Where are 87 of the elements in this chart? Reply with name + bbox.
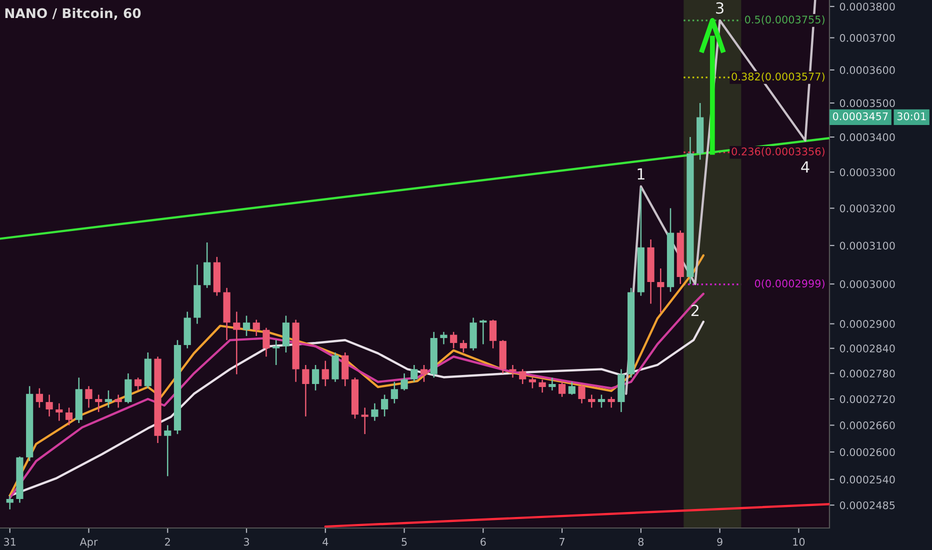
- candlestick: [420, 364, 428, 383]
- candlestick: [6, 495, 14, 510]
- candlestick: [332, 352, 339, 383]
- candlestick: [312, 364, 320, 392]
- candlestick: [588, 394, 596, 408]
- candlestick: [302, 364, 310, 418]
- candlestick: [95, 394, 102, 413]
- y-tick-label: 0.0003000: [840, 280, 895, 288]
- x-tick-label: 7: [560, 538, 564, 546]
- candlestick: [56, 402, 63, 422]
- annotation: 1: [638, 168, 644, 180]
- y-tick-label: 0.0002660: [840, 421, 895, 430]
- candlestick: [262, 327, 270, 358]
- candlestick: [46, 394, 53, 418]
- x-tick-label: 10: [793, 538, 805, 546]
- y-tick-label: 0.0003200: [840, 204, 895, 212]
- candlestick: [440, 331, 448, 345]
- y-tick-label: 0.0002540: [840, 476, 895, 484]
- y-tick-label: 0.0002900: [840, 320, 895, 328]
- x-tick-label: 31: [4, 538, 16, 546]
- candlestick: [65, 407, 73, 426]
- y-tick-label: 0.0003600: [840, 66, 895, 74]
- candlestick: [381, 394, 388, 418]
- candlestick: [509, 364, 516, 378]
- candlestick: [558, 381, 566, 398]
- candlestick: [578, 383, 586, 404]
- candlestick: [657, 268, 664, 314]
- x-tick-label: 9: [717, 538, 722, 546]
- annotation: 2: [691, 304, 698, 316]
- text: 0.0003457: [832, 112, 888, 120]
- x-tick-label: 3: [244, 538, 249, 546]
- candlestick: [36, 388, 43, 408]
- x-tick-label: 2: [165, 538, 170, 546]
- text: NANO / Bitcoin, 60: [5, 8, 141, 20]
- ref-line-label: 0(0.0002999): [754, 279, 824, 289]
- y-tick-label: 0.0002780: [840, 370, 895, 378]
- text: 30:01: [897, 112, 926, 120]
- candlestick: [568, 381, 576, 396]
- y-tick-label: 0.0003300: [840, 168, 895, 176]
- candlestick: [272, 339, 280, 366]
- candlestick: [134, 377, 142, 392]
- candlestick: [342, 352, 349, 387]
- candlestick: [538, 379, 546, 394]
- candlestick: [361, 407, 368, 435]
- candlestick: [410, 364, 418, 383]
- candlestick: [548, 377, 556, 392]
- x-tick-label: 8: [638, 538, 644, 546]
- candlestick: [164, 424, 172, 477]
- candlestick: [450, 331, 458, 349]
- y-tick-label: 0.0002840: [840, 344, 895, 352]
- ref-line-label: 0.5(0.0003755): [744, 15, 824, 25]
- annotation: 4: [801, 161, 810, 172]
- candlestick: [85, 386, 92, 408]
- x-tick-label: Apr: [80, 538, 98, 548]
- y-tick-label: 0.0002720: [840, 395, 895, 404]
- y-tick-label: 0.0003800: [840, 2, 895, 11]
- candlestick: [598, 394, 606, 408]
- ref-line-label: 0.382(0.0003577): [732, 72, 824, 82]
- candlestick: [400, 372, 408, 392]
- candlestick: [608, 396, 615, 408]
- x-tick-label: 5: [402, 538, 407, 546]
- candlestick: [371, 402, 378, 422]
- candlestick: [528, 377, 536, 389]
- candlestick: [114, 394, 122, 408]
- y-tick-label: 0.0003400: [840, 133, 895, 142]
- candlestick: [104, 390, 112, 408]
- candlestick: [252, 319, 260, 337]
- candlestick: [322, 360, 329, 387]
- y-tick-label: 0.0003100: [840, 242, 895, 250]
- y-tick-label: 0.0003500: [840, 99, 895, 108]
- candlestick: [204, 242, 211, 289]
- candlestick: [390, 381, 398, 404]
- y-tick-label: 0.0003700: [840, 34, 895, 42]
- candlestick: [489, 319, 497, 349]
- candlestick: [460, 339, 467, 354]
- candlestick: [233, 311, 240, 375]
- x-tick-label: 6: [480, 538, 486, 546]
- candlestick: [124, 372, 132, 404]
- y-tick-label: 0.0002600: [840, 448, 895, 456]
- candlestick: [480, 319, 487, 345]
- candlestick: [242, 315, 250, 337]
- x-tick-label: 4: [322, 538, 328, 546]
- ref-line-label: 0.236(0.0003356): [732, 147, 824, 157]
- candlestick: [282, 315, 290, 354]
- candlestick: [519, 368, 526, 385]
- y-tick-label: 0.0002485: [840, 501, 895, 510]
- annotation: 3: [716, 2, 724, 14]
